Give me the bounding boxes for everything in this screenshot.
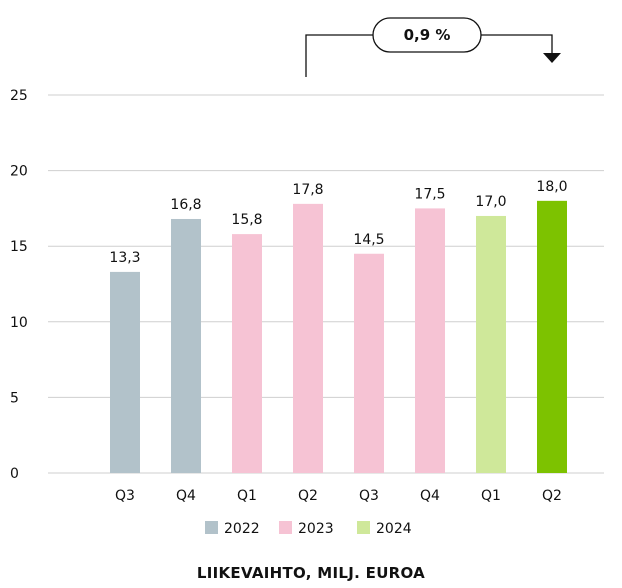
callout-bracket-right [481,34,553,53]
x-tick-label: Q4 [176,488,196,504]
legend-label-2022: 2022 [224,521,260,537]
data-label: 14,5 [353,232,384,248]
bar-2024-q1 [476,215,506,473]
legend-swatch-2023 [279,521,292,534]
y-tick-label: 20 [10,164,28,180]
bar-2023-q1 [232,234,262,473]
x-tick-label: Q1 [481,488,501,504]
data-label: 13,3 [109,250,140,266]
gridlines [48,94,604,474]
y-tick-label: 10 [10,315,28,331]
data-label: 17,0 [475,194,506,210]
bar-2024-q2 [537,200,567,473]
y-tick-label: 25 [10,88,28,104]
legend-label-2024: 2024 [376,521,412,537]
legend-swatch-2022 [205,521,218,534]
bar-2023-q3 [354,253,384,473]
bar-2022-q3 [110,271,140,473]
bar-2022-q4 [171,218,201,473]
x-axis-tick-labels: Q3 Q4 Q1 Q2 Q3 Q4 Q1 Q2 [115,488,562,504]
data-label: 17,5 [414,186,445,202]
legend-swatch-2024 [357,521,370,534]
data-labels: 13,3 16,8 15,8 17,8 14,5 17,5 17,0 18,0 [109,179,567,266]
data-label: 15,8 [231,212,262,228]
data-label: 17,8 [292,182,323,198]
chart-title: LIIKEVAIHTO, MILJ. EUROA [196,564,426,582]
y-axis-tick-labels: 0 5 10 15 20 25 [10,88,28,482]
data-label: 16,8 [170,197,201,213]
x-tick-label: Q3 [359,488,379,504]
bar-2023-q2 [293,203,323,473]
x-tick-label: Q1 [237,488,257,504]
y-tick-label: 0 [10,466,19,482]
change-callout: 0,9 % [305,17,561,77]
bars [110,200,567,473]
data-label: 18,0 [536,179,567,195]
callout-pill [372,17,482,53]
x-tick-label: Q2 [298,488,318,504]
y-tick-label: 15 [10,239,28,255]
callout-bracket-left [305,34,373,77]
callout-label: 0,9 % [404,26,451,44]
legend-label-2023: 2023 [298,521,334,537]
legend: 2022 2023 2024 [205,521,412,537]
x-tick-label: Q3 [115,488,135,504]
x-tick-label: Q2 [542,488,562,504]
x-tick-label: Q4 [420,488,440,504]
arrow-down-icon [543,53,561,63]
bar-2023-q4 [415,208,445,473]
y-tick-label: 5 [10,390,19,406]
